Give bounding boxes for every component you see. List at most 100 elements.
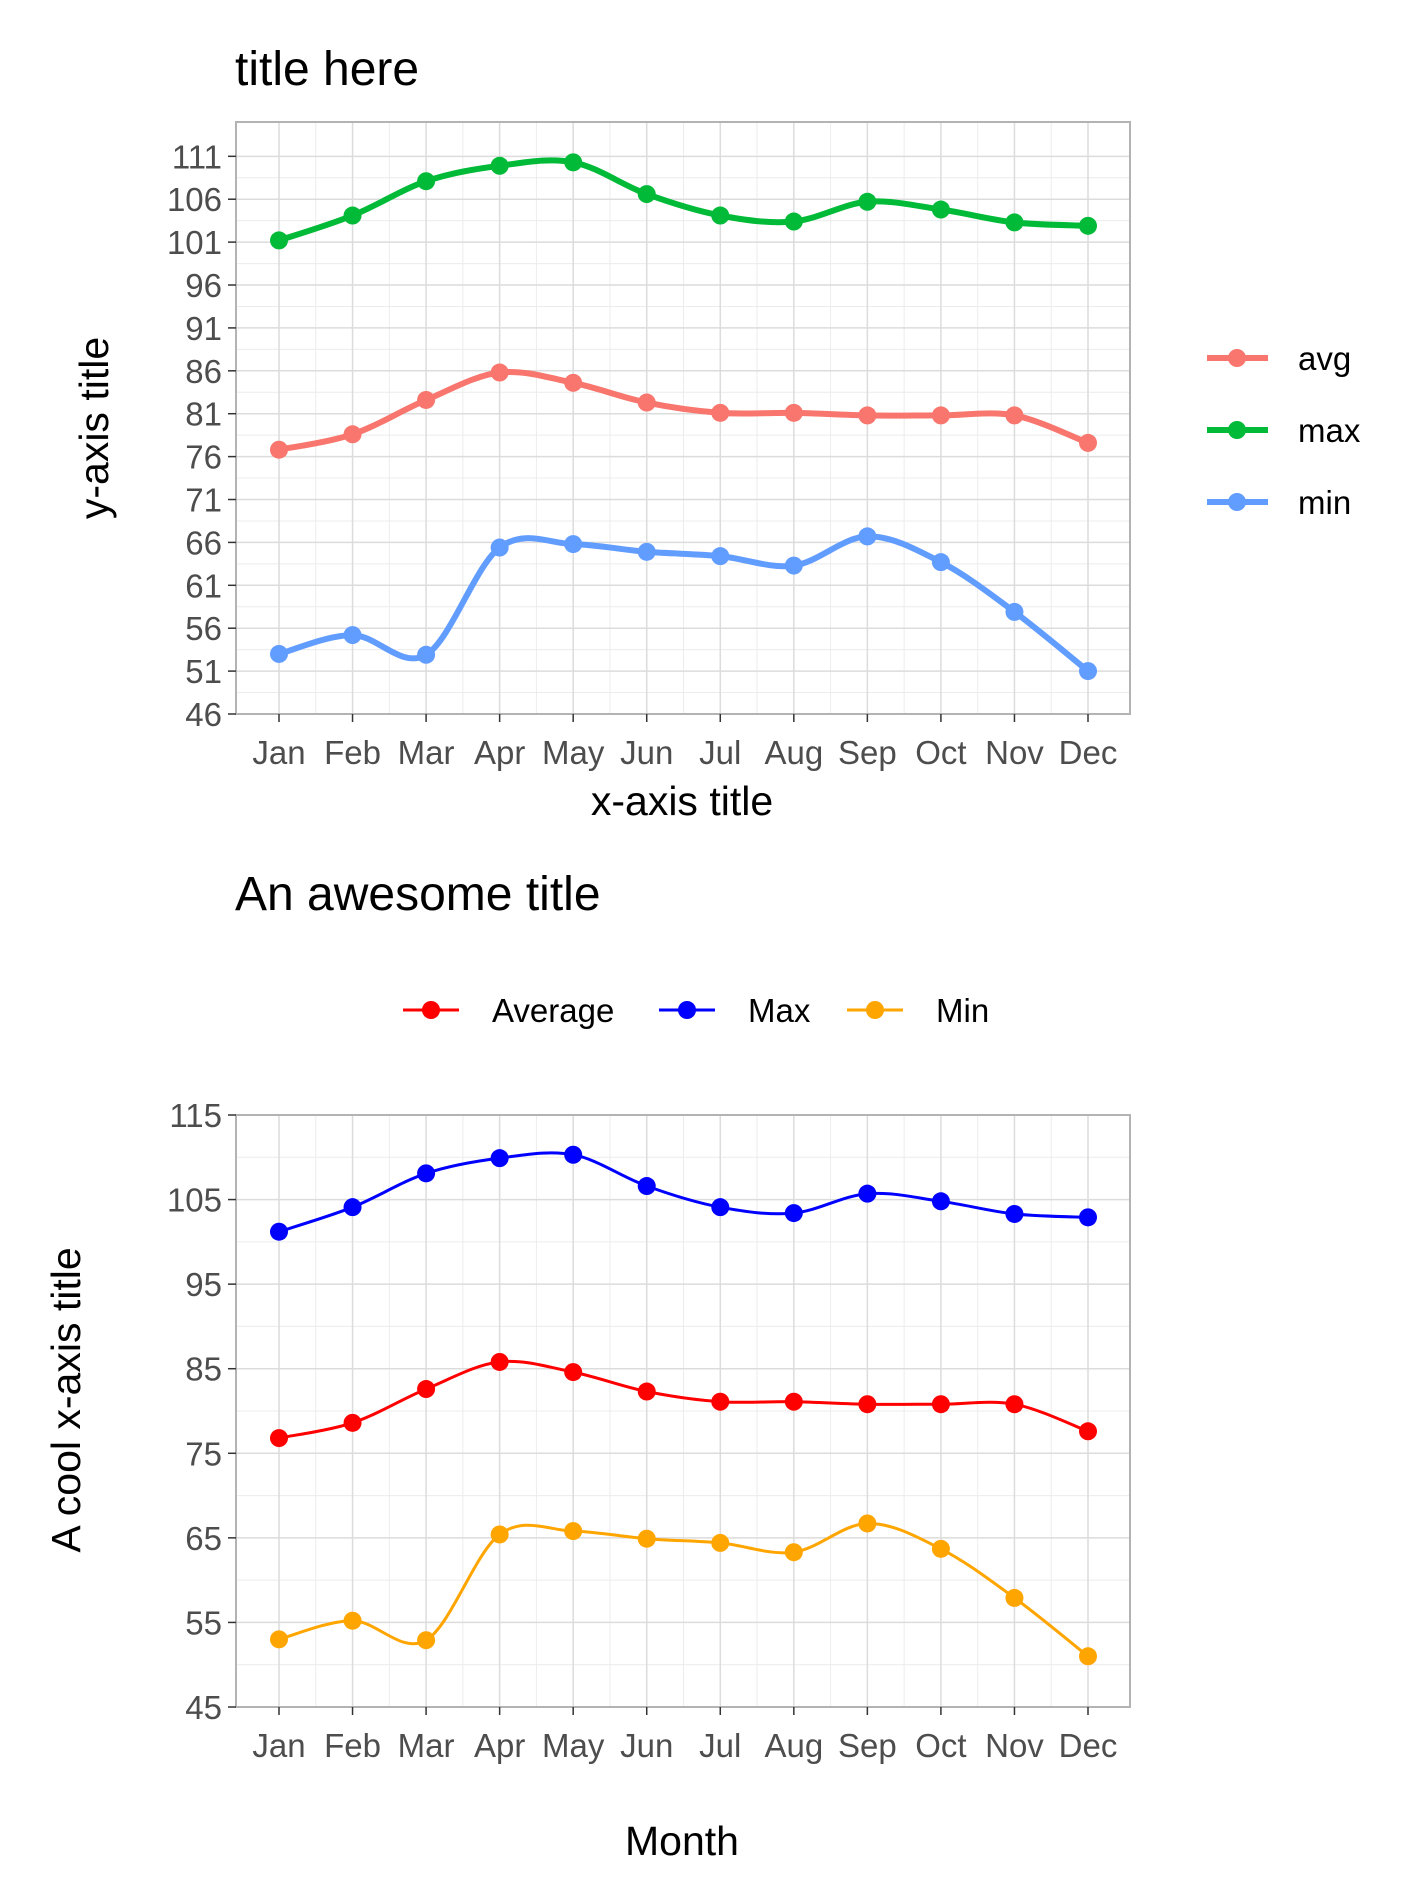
x-tick-label: Jun	[620, 1727, 673, 1764]
y-tick-label: 85	[185, 1351, 222, 1388]
legend-label: max	[1298, 412, 1361, 449]
data-point-min-jun	[637, 1529, 656, 1548]
data-point-max-may	[564, 1145, 583, 1164]
y-tick-label: 46	[185, 696, 222, 733]
legend-key-point	[422, 1001, 440, 1019]
data-point-max-oct	[931, 1192, 950, 1211]
y-tick-label: 45	[185, 1689, 222, 1726]
y-tick-label: 115	[169, 1097, 222, 1134]
x-tick-label: Jul	[699, 1727, 741, 1764]
x-tick-label: Dec	[1059, 734, 1118, 771]
data-point-min-sep	[858, 1514, 877, 1533]
x-tick-label: Jul	[699, 734, 741, 771]
plot-border	[235, 1114, 1131, 1708]
x-tick-label: Jan	[252, 1727, 305, 1764]
plot-border	[235, 121, 1131, 715]
x-tick-label: Sep	[838, 734, 897, 771]
data-point-min-jan	[270, 644, 288, 663]
data-point-max-jan	[270, 231, 288, 250]
data-point-avg-oct	[931, 406, 950, 425]
data-point-max-jan	[270, 1222, 288, 1241]
legend-item-min: min	[1207, 484, 1351, 521]
legend-item-min: Min	[847, 992, 989, 1029]
y-tick-label: 51	[185, 653, 222, 690]
data-point-max-apr	[490, 1149, 509, 1168]
data-point-avg-nov	[1005, 406, 1024, 425]
data-point-min-feb	[343, 626, 362, 645]
data-point-max-jul	[711, 206, 730, 225]
data-point-max-mar	[417, 1164, 436, 1183]
x-tick-label: Feb	[324, 1727, 381, 1764]
data-point-min-apr	[490, 1525, 509, 1544]
data-point-avg-sep	[858, 406, 877, 425]
data-point-average-sep	[858, 1395, 877, 1414]
data-point-avg-may	[564, 373, 583, 392]
legend-label: Average	[492, 992, 614, 1029]
x-tick-label: Aug	[764, 734, 823, 771]
data-point-average-jul	[711, 1392, 730, 1411]
data-point-avg-aug	[784, 403, 803, 422]
y-tick-label: 81	[185, 396, 222, 433]
data-point-min-may	[564, 535, 583, 554]
data-point-min-mar	[417, 645, 436, 664]
data-point-min-aug	[784, 556, 803, 575]
data-point-avg-feb	[343, 425, 362, 444]
data-point-min-aug	[784, 1543, 803, 1562]
data-point-average-jun	[637, 1382, 656, 1401]
x-tick-label: Apr	[474, 734, 525, 771]
data-point-min-jul	[711, 1533, 730, 1552]
data-point-avg-jun	[637, 393, 656, 412]
y-tick-label: 56	[185, 610, 222, 647]
y-tick-label: 91	[185, 310, 222, 347]
chart2-y-axis-title: A cool x-axis title	[43, 1247, 89, 1552]
data-point-min-jan	[270, 1630, 288, 1649]
chart1-y-axis-title: y-axis title	[71, 337, 117, 519]
legend-label: avg	[1298, 340, 1351, 377]
data-point-average-feb	[343, 1413, 362, 1432]
data-point-average-oct	[931, 1395, 950, 1414]
data-point-average-aug	[784, 1392, 803, 1411]
data-point-average-mar	[417, 1380, 436, 1399]
chart2-x-axis-title: Month	[625, 1818, 739, 1864]
x-tick-label: Mar	[398, 1727, 455, 1764]
y-tick-label: 96	[185, 267, 222, 304]
data-point-max-may	[564, 153, 583, 172]
x-tick-label: Jan	[252, 734, 305, 771]
y-tick-label: 55	[185, 1604, 222, 1641]
y-tick-label: 95	[185, 1266, 222, 1303]
data-point-max-feb	[343, 1198, 362, 1217]
chart1-x-axis-title: x-axis title	[591, 778, 773, 824]
data-point-max-sep	[858, 1184, 877, 1203]
data-point-max-apr	[490, 156, 509, 175]
x-tick-label: May	[542, 1727, 605, 1764]
x-tick-label: Dec	[1059, 1727, 1118, 1764]
legend-item-max: max	[1207, 412, 1361, 449]
data-point-max-nov	[1005, 1204, 1024, 1223]
data-point-max-jul	[711, 1198, 730, 1217]
data-point-max-dec	[1079, 216, 1097, 235]
data-point-min-mar	[417, 1631, 436, 1650]
data-point-min-oct	[931, 1539, 950, 1558]
data-point-avg-mar	[417, 390, 436, 409]
data-point-max-jun	[637, 1177, 656, 1196]
data-point-avg-apr	[490, 363, 509, 382]
data-point-min-sep	[858, 527, 877, 546]
data-point-max-aug	[784, 212, 803, 231]
chart1: 46 51 56 61 66 71 76 81 86 91 96 101 106 111 Jan Feb Mar…	[167, 121, 1361, 771]
x-tick-label: May	[542, 734, 605, 771]
data-point-min-jun	[637, 542, 656, 561]
data-point-average-jan	[270, 1429, 288, 1448]
y-tick-label: 75	[185, 1435, 222, 1472]
y-tick-label: 76	[185, 439, 222, 476]
y-tick-label: 105	[167, 1182, 222, 1219]
legend-key-point	[678, 1001, 696, 1019]
data-point-min-may	[564, 1522, 583, 1541]
x-tick-label: Mar	[398, 734, 455, 771]
data-point-average-may	[564, 1363, 583, 1382]
x-tick-label: Nov	[985, 734, 1044, 771]
legend-item-average: Average	[403, 992, 614, 1029]
data-point-min-dec	[1079, 662, 1097, 681]
x-tick-label: Jun	[620, 734, 673, 771]
data-point-avg-jan	[270, 440, 288, 459]
